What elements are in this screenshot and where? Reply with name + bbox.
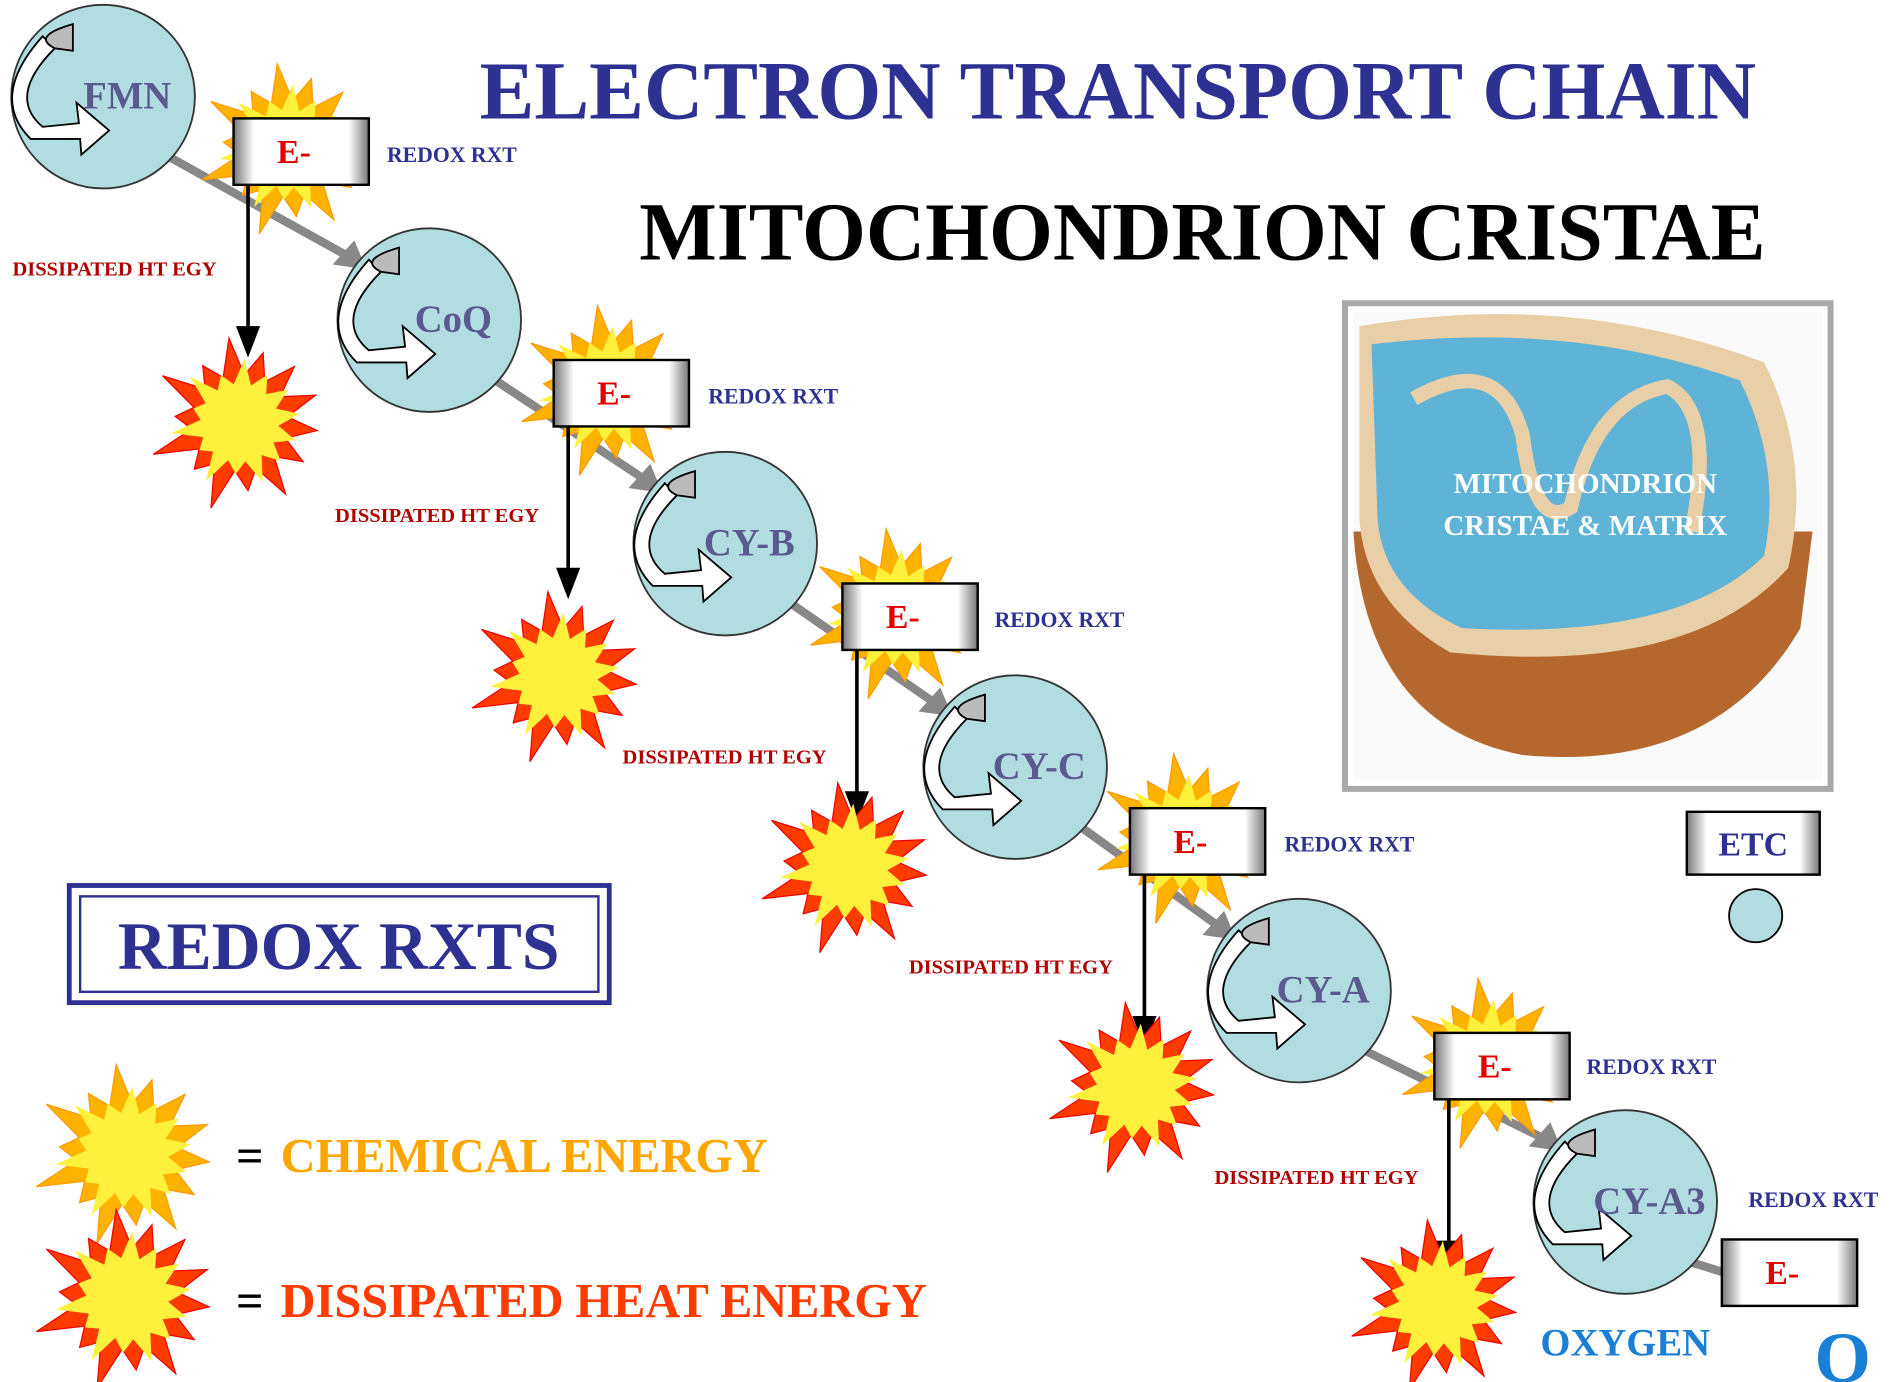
electron-label: E- xyxy=(277,134,311,171)
redox-label: REDOX RXT xyxy=(1285,833,1415,857)
heat-star xyxy=(153,338,317,508)
heat-star xyxy=(472,592,636,762)
heat-star xyxy=(1050,1003,1214,1173)
electron-label: E- xyxy=(1173,824,1207,861)
image-label: CRISTAE & MATRIX xyxy=(1443,510,1727,542)
heat-star xyxy=(762,783,926,953)
redox-label: REDOX RXT xyxy=(995,608,1125,632)
redox-label: REDOX RXT xyxy=(708,384,838,408)
dissipated-label: DISSIPATED HT EGY xyxy=(12,258,216,280)
title: ELECTRON TRANSPORT CHAIN xyxy=(480,45,1756,136)
heat-star xyxy=(1352,1220,1516,1382)
redox-label: REDOX RXT xyxy=(1748,1188,1878,1212)
oxygen-symbol: O xyxy=(1814,1317,1870,1382)
dissipated-label: DISSIPATED HT EGY xyxy=(909,957,1113,979)
subtitle: MITOCHONDRION CRISTAE xyxy=(639,187,1765,278)
legend-equals: = xyxy=(236,1275,264,1328)
legend-equals: = xyxy=(236,1130,264,1183)
oxygen-label: OXYGEN xyxy=(1540,1322,1710,1364)
node-label: CY-C xyxy=(993,746,1086,788)
image-label: MITOCHONDRION xyxy=(1454,468,1718,500)
dissipated-label: DISSIPATED HT EGY xyxy=(1214,1167,1418,1189)
node: CY-A3 xyxy=(1533,1110,1717,1294)
node: CY-B xyxy=(633,452,817,636)
diagram: ELECTRON TRANSPORT CHAIN MITOCHONDRION C… xyxy=(0,0,1895,1382)
electron-label: E- xyxy=(1765,1255,1799,1292)
heat-star xyxy=(36,1209,209,1382)
redox-box-label: REDOX RXTS xyxy=(118,909,560,984)
electron-label: E- xyxy=(886,599,920,636)
node: FMN xyxy=(11,5,195,189)
dissipated-label: DISSIPATED HT EGY xyxy=(335,505,539,527)
redox-label: REDOX RXT xyxy=(1587,1055,1717,1079)
electron-label: E- xyxy=(597,376,631,413)
node-label: CY-A3 xyxy=(1593,1181,1705,1223)
redox-label: REDOX RXT xyxy=(387,143,517,167)
node: CY-A xyxy=(1207,899,1391,1083)
node-label: CY-A xyxy=(1277,970,1370,1012)
node-label: CY-B xyxy=(704,523,795,565)
mitochondrion-image: MITOCHONDRION CRISTAE & MATRIX xyxy=(1345,303,1831,789)
node: CoQ xyxy=(337,228,521,412)
node: CY-C xyxy=(923,675,1107,859)
heat-arrow-head xyxy=(556,568,580,599)
node-label: FMN xyxy=(83,76,171,118)
etc-key: ETC xyxy=(1687,812,1820,942)
key-label: ETC xyxy=(1718,826,1788,863)
electron-label: E- xyxy=(1478,1049,1512,1086)
legend-label: CHEMICAL ENERGY xyxy=(281,1130,768,1183)
heat-arrow-head xyxy=(236,326,260,357)
dissipated-label: DISSIPATED HT EGY xyxy=(623,746,827,768)
legend-label: DISSIPATED HEAT ENERGY xyxy=(281,1275,927,1328)
redox-box: REDOX RXTS xyxy=(69,885,609,1002)
node-label: CoQ xyxy=(415,299,492,341)
chemical-star xyxy=(36,1065,209,1244)
